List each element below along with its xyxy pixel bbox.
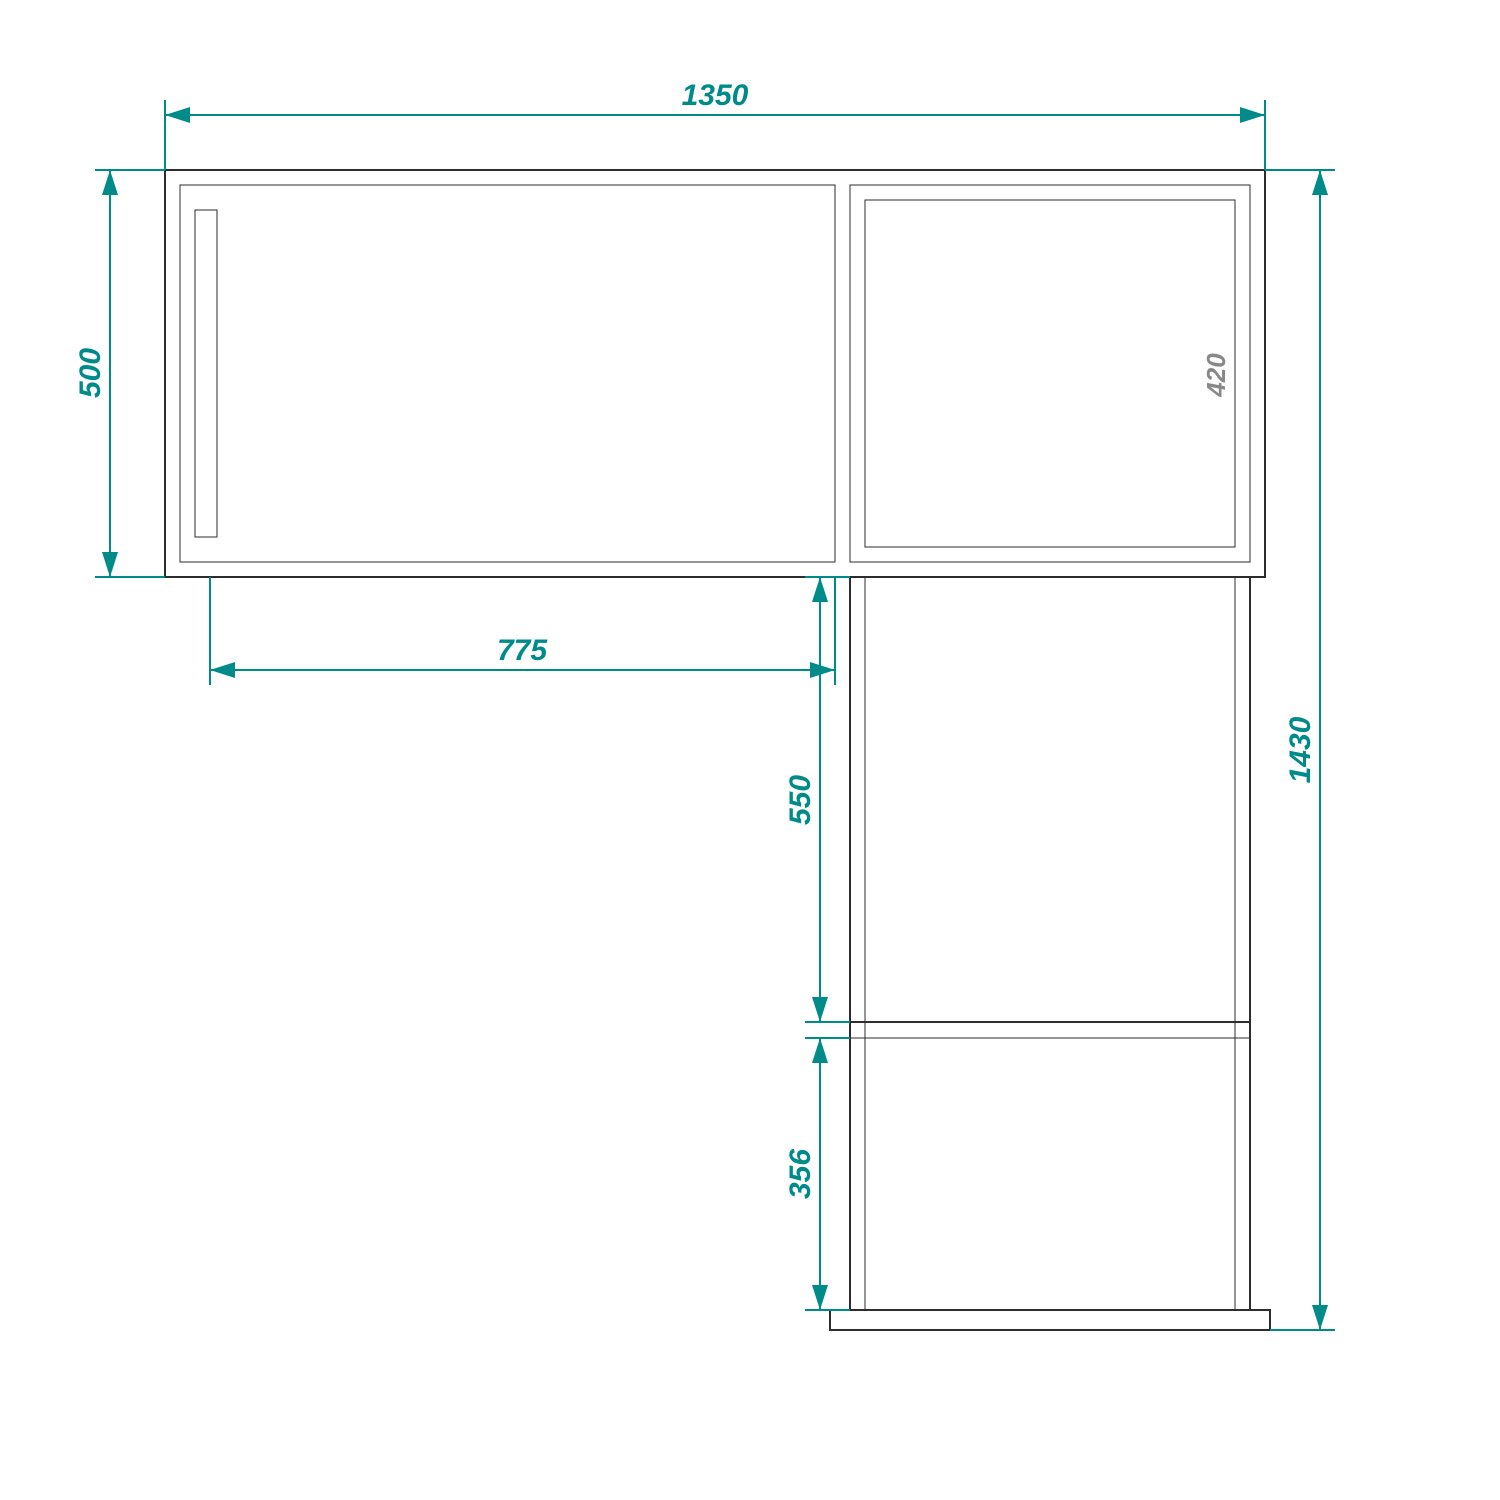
dim-overall-width-label: 1350 xyxy=(682,79,749,112)
dim-mid-height: 550 xyxy=(784,577,850,1022)
dim-inner-panel-label: 420 xyxy=(1201,353,1231,398)
dim-left-clearance-label: 775 xyxy=(497,634,548,667)
dim-upper-height-label: 500 xyxy=(74,348,107,398)
left-door xyxy=(180,185,835,562)
dim-overall-width: 1350 xyxy=(165,79,1265,170)
dim-overall-height: 1430 xyxy=(1265,170,1335,1330)
dim-lower-height-label: 356 xyxy=(784,1149,817,1199)
plinth xyxy=(830,1310,1270,1330)
door-handle-slot xyxy=(195,210,217,537)
dim-left-clearance: 775 xyxy=(210,577,835,685)
dim-mid-height-label: 550 xyxy=(784,775,817,825)
lower-column xyxy=(850,577,1250,1310)
dim-inner-panel: 420 xyxy=(1201,353,1231,398)
dim-overall-height-label: 1430 xyxy=(1284,716,1317,783)
dim-upper-height: 500 xyxy=(74,170,165,577)
technical-drawing: 1350 500 1430 775 xyxy=(0,0,1500,1500)
dim-lower-height: 356 xyxy=(784,1038,850,1310)
open-compartment-inner xyxy=(865,200,1235,547)
furniture-body xyxy=(165,170,1270,1330)
